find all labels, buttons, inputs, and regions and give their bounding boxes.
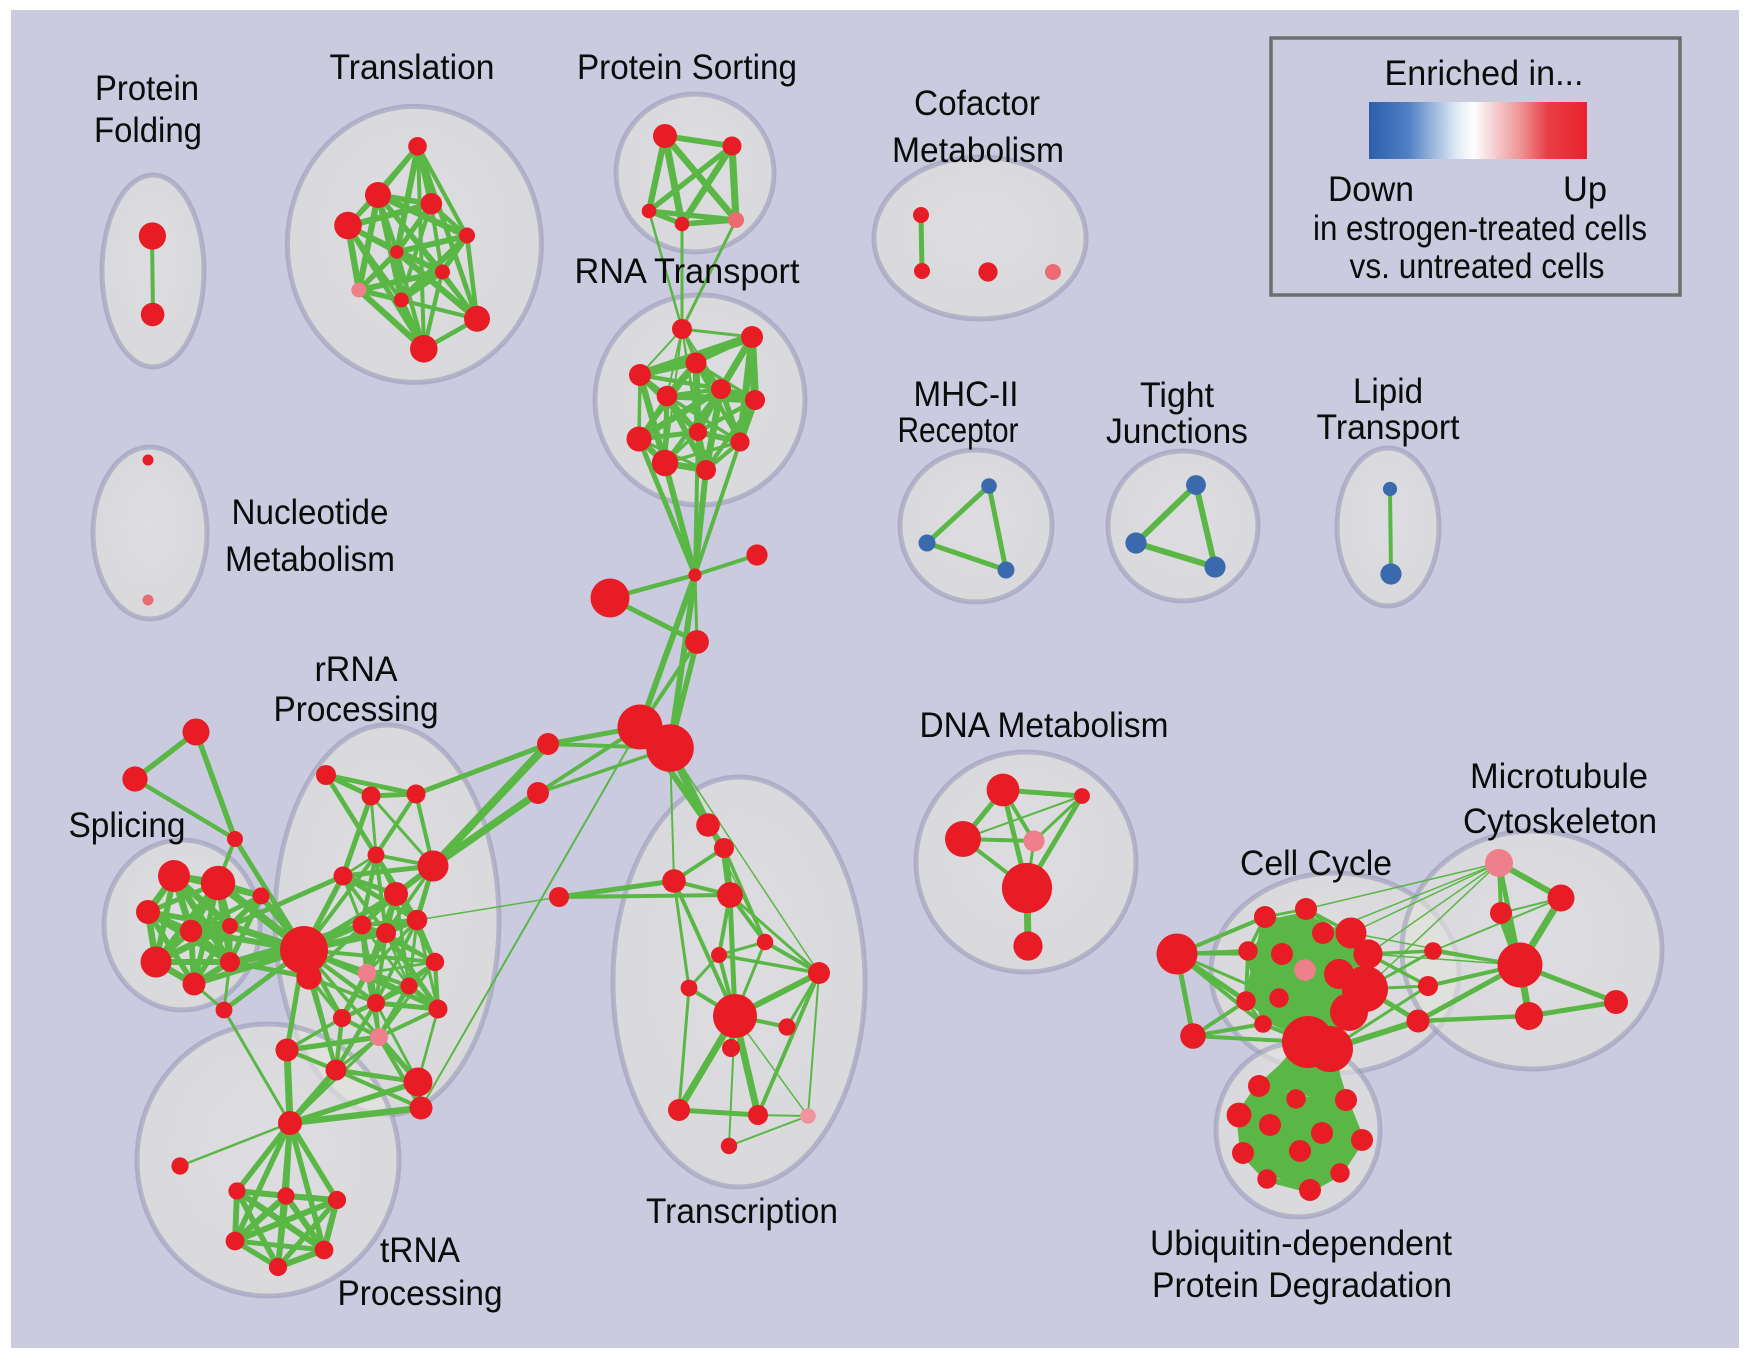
svg-text:Processing: Processing xyxy=(274,690,439,729)
svg-text:Processing: Processing xyxy=(338,1274,503,1313)
svg-text:Transport: Transport xyxy=(1317,408,1460,447)
svg-text:Cofactor: Cofactor xyxy=(914,84,1040,123)
svg-text:Cell Cycle: Cell Cycle xyxy=(1240,844,1392,883)
svg-text:Protein Degradation: Protein Degradation xyxy=(1152,1266,1452,1305)
svg-text:Metabolism: Metabolism xyxy=(892,131,1064,170)
svg-text:Down: Down xyxy=(1328,170,1414,209)
svg-text:Junctions: Junctions xyxy=(1106,412,1248,451)
svg-text:Tight: Tight xyxy=(1140,376,1214,415)
svg-text:Translation: Translation xyxy=(330,48,495,87)
svg-text:Folding: Folding xyxy=(94,111,202,150)
svg-text:Metabolism: Metabolism xyxy=(225,540,395,579)
svg-text:Enriched in...: Enriched in... xyxy=(1385,54,1584,93)
svg-text:Microtubule: Microtubule xyxy=(1470,757,1648,796)
svg-text:Transcription: Transcription xyxy=(646,1192,838,1231)
svg-text:Lipid: Lipid xyxy=(1353,372,1423,411)
svg-text:tRNA: tRNA xyxy=(380,1231,461,1270)
svg-text:Up: Up xyxy=(1563,170,1607,209)
svg-text:Splicing: Splicing xyxy=(69,806,186,845)
svg-text:DNA Metabolism: DNA Metabolism xyxy=(920,706,1169,745)
svg-text:rRNA: rRNA xyxy=(315,650,399,689)
svg-text:MHC-II: MHC-II xyxy=(914,375,1019,414)
svg-text:vs. untreated cells: vs. untreated cells xyxy=(1350,247,1605,286)
svg-text:in estrogen-treated cells: in estrogen-treated cells xyxy=(1313,209,1647,248)
svg-text:Protein: Protein xyxy=(95,69,199,108)
svg-text:Protein Sorting: Protein Sorting xyxy=(577,48,797,87)
svg-text:Cytoskeleton: Cytoskeleton xyxy=(1463,802,1657,841)
svg-text:Nucleotide: Nucleotide xyxy=(232,493,389,532)
svg-text:RNA Transport: RNA Transport xyxy=(575,252,800,291)
svg-text:Ubiquitin-dependent: Ubiquitin-dependent xyxy=(1150,1224,1452,1263)
svg-text:Receptor: Receptor xyxy=(898,411,1019,450)
